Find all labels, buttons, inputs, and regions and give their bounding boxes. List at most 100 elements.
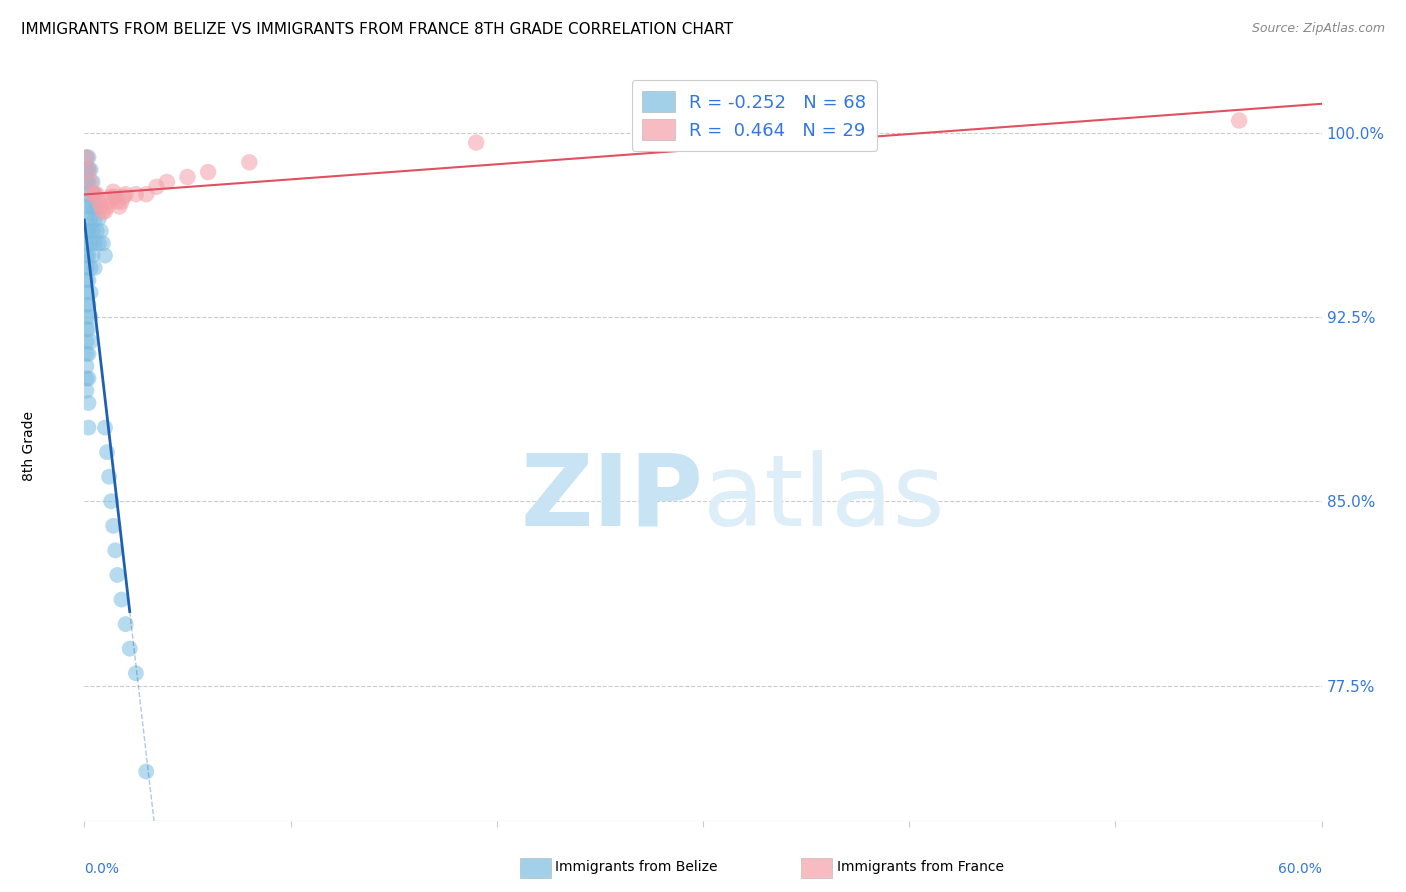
Point xyxy=(87,194,110,209)
Point xyxy=(94,249,117,263)
Point xyxy=(83,260,105,275)
Point xyxy=(98,469,121,483)
Point xyxy=(91,204,114,219)
Point xyxy=(238,155,260,169)
Point xyxy=(77,322,100,336)
Point xyxy=(86,199,108,213)
Point xyxy=(79,260,101,275)
Point xyxy=(82,249,104,263)
Point xyxy=(75,371,97,385)
Point xyxy=(77,298,100,312)
Point xyxy=(77,150,100,164)
Point xyxy=(75,162,97,177)
Point xyxy=(82,187,104,202)
Point xyxy=(103,519,125,533)
Point xyxy=(104,543,127,558)
Point xyxy=(75,236,97,251)
Text: 0.0%: 0.0% xyxy=(84,862,120,876)
Point xyxy=(156,175,179,189)
Point xyxy=(75,211,97,226)
Text: ZIP: ZIP xyxy=(520,450,703,547)
Point xyxy=(75,224,97,238)
Point xyxy=(79,236,101,251)
Point xyxy=(77,347,100,361)
Point xyxy=(79,334,101,349)
Point xyxy=(112,189,135,203)
Point xyxy=(79,162,101,177)
Point xyxy=(105,568,128,582)
Point xyxy=(75,384,97,398)
Point xyxy=(79,285,101,300)
Point xyxy=(75,150,97,164)
Point xyxy=(87,211,110,226)
Point xyxy=(82,224,104,238)
Point xyxy=(77,249,100,263)
Point xyxy=(75,150,97,164)
Point xyxy=(114,617,136,632)
Point xyxy=(75,249,97,263)
Point xyxy=(118,641,141,656)
Point xyxy=(75,334,97,349)
Point xyxy=(94,420,117,434)
Point xyxy=(103,185,125,199)
Point xyxy=(82,175,104,189)
Point xyxy=(77,273,100,287)
Point xyxy=(104,189,127,203)
Point xyxy=(83,211,105,226)
Text: 60.0%: 60.0% xyxy=(1278,862,1322,876)
Point xyxy=(77,420,100,434)
Point xyxy=(108,199,131,213)
Point xyxy=(75,187,97,202)
Point xyxy=(98,194,121,209)
Point xyxy=(110,194,132,209)
Point xyxy=(83,187,105,202)
Point xyxy=(77,371,100,385)
Point xyxy=(87,236,110,251)
Text: Immigrants from Belize: Immigrants from Belize xyxy=(555,860,718,874)
Point xyxy=(75,260,97,275)
Text: atlas: atlas xyxy=(703,450,945,547)
Point xyxy=(77,175,100,189)
Text: 8th Grade: 8th Grade xyxy=(21,411,35,481)
Point xyxy=(77,396,100,410)
Point xyxy=(135,764,157,779)
Point xyxy=(110,592,132,607)
Point xyxy=(79,187,101,202)
Point xyxy=(90,199,112,213)
Point xyxy=(1227,113,1250,128)
Text: Immigrants from France: Immigrants from France xyxy=(837,860,1004,874)
Point xyxy=(197,165,219,179)
Point xyxy=(75,347,97,361)
Point xyxy=(79,175,101,189)
Point xyxy=(75,199,97,213)
Point xyxy=(75,310,97,324)
Point xyxy=(105,194,128,209)
Point xyxy=(77,162,100,177)
Point xyxy=(90,224,112,238)
Point xyxy=(100,189,122,203)
Point xyxy=(114,187,136,202)
Text: IMMIGRANTS FROM BELIZE VS IMMIGRANTS FROM FRANCE 8TH GRADE CORRELATION CHART: IMMIGRANTS FROM BELIZE VS IMMIGRANTS FRO… xyxy=(21,22,733,37)
Point xyxy=(75,298,97,312)
Point xyxy=(77,199,100,213)
Point xyxy=(75,322,97,336)
Point xyxy=(465,136,488,150)
Point xyxy=(79,310,101,324)
Point xyxy=(75,175,97,189)
Point xyxy=(75,273,97,287)
Point xyxy=(100,494,122,508)
Point xyxy=(96,445,118,459)
Point xyxy=(96,199,118,213)
Point xyxy=(94,204,117,219)
Point xyxy=(75,285,97,300)
Legend: R = -0.252   N = 68, R =  0.464   N = 29: R = -0.252 N = 68, R = 0.464 N = 29 xyxy=(631,80,877,151)
Point xyxy=(86,224,108,238)
Point xyxy=(125,666,148,681)
Point xyxy=(82,199,104,213)
Text: Source: ZipAtlas.com: Source: ZipAtlas.com xyxy=(1251,22,1385,36)
Point xyxy=(75,359,97,373)
Point xyxy=(77,162,100,177)
Point xyxy=(79,211,101,226)
Point xyxy=(83,236,105,251)
Point xyxy=(176,169,198,184)
